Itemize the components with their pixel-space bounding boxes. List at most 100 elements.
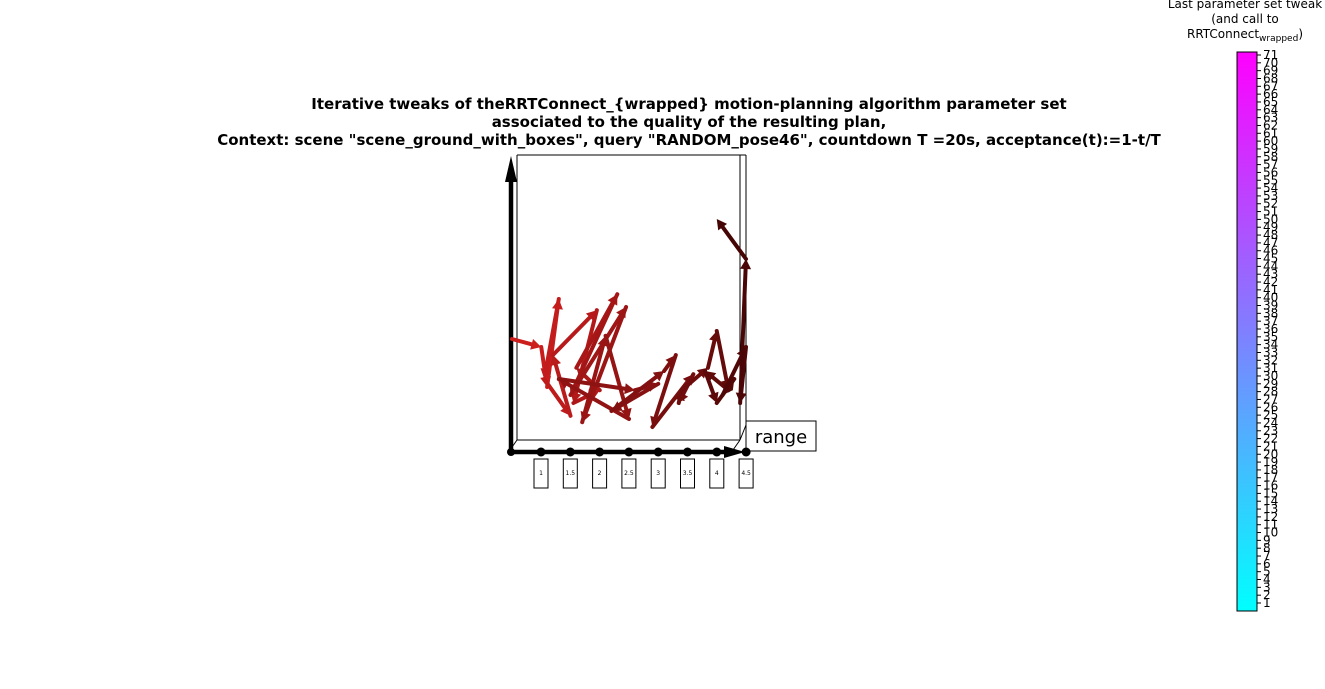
colorbar-tick-label: 27 xyxy=(1263,392,1278,406)
colorbar-tick-label: 34 xyxy=(1263,338,1278,352)
colorbar-tick-label: 18 xyxy=(1263,463,1278,477)
range-tag: range xyxy=(745,420,817,452)
colorbar-tick-label: 5 xyxy=(1263,565,1271,579)
data-arrow xyxy=(550,355,573,418)
colorbar-tick-label: 28 xyxy=(1263,385,1278,399)
colorbar-tick-label: 54 xyxy=(1263,181,1278,195)
title-line-3: Context: scene "scene_ground_with_boxes"… xyxy=(217,131,1161,149)
colorbar-tick-label: 70 xyxy=(1263,56,1278,70)
x-tick-label: 4 xyxy=(715,470,719,477)
colorbar-tick-label: 58 xyxy=(1263,150,1278,164)
colorbar-tick-label: 57 xyxy=(1263,158,1278,172)
colorbar-tick-label: 24 xyxy=(1263,416,1278,430)
colorbar-tick-label: 12 xyxy=(1263,510,1278,524)
colorbar-tick-label: 2 xyxy=(1263,588,1271,602)
colorbar-tick-label: 45 xyxy=(1263,252,1278,266)
colorbar-tick-label: 9 xyxy=(1263,533,1271,547)
title-line-2: associated to the quality of the resulti… xyxy=(491,113,887,131)
data-arrow xyxy=(716,219,748,261)
chart-title: Iterative tweaks of theRRTConnect_{wrapp… xyxy=(0,95,1325,149)
x-tick-label: 1.5 xyxy=(566,470,576,477)
colorbar-tick-label: 66 xyxy=(1263,87,1278,101)
colorbar-tick-label: 4 xyxy=(1263,573,1271,587)
x-tick-label-box xyxy=(621,458,637,489)
colorbar-tick-label: 59 xyxy=(1263,142,1278,156)
colorbar-tick-label: 11 xyxy=(1263,518,1278,532)
data-arrow xyxy=(674,390,685,405)
colorbar-title-main: RRTConnect xyxy=(1187,27,1260,41)
x-tick-label-box xyxy=(709,458,725,489)
x-tick-dot xyxy=(712,447,722,457)
colorbar-tick-label: 22 xyxy=(1263,432,1278,446)
data-arrows xyxy=(510,219,752,429)
x-tick-label: 3 xyxy=(656,470,660,477)
colorbar-tick-label: 32 xyxy=(1263,353,1278,367)
colorbar-tick-label: 30 xyxy=(1263,369,1278,383)
x-tick-dot xyxy=(565,447,575,457)
colorbar-tick-label: 63 xyxy=(1263,111,1278,125)
colorbar-tick-label: 40 xyxy=(1263,291,1278,305)
colorbar-tick-label: 41 xyxy=(1263,283,1278,297)
colorbar-tick-label: 23 xyxy=(1263,424,1278,438)
x-tick-label-box xyxy=(738,458,754,489)
x-tick-dot xyxy=(683,447,692,457)
colorbar-tick-label: 7 xyxy=(1263,549,1271,563)
x-tick-dot xyxy=(741,447,751,457)
colorbar-tick-label: 21 xyxy=(1263,439,1278,453)
z-axis-arrowhead xyxy=(505,156,517,182)
x-tick-label-box xyxy=(562,458,578,489)
x-tick-label: 2.5 xyxy=(624,470,634,477)
axes-box xyxy=(509,154,747,451)
colorbar-tick-label: 51 xyxy=(1263,205,1278,219)
data-arrow xyxy=(703,369,719,403)
axis-origin-dot xyxy=(507,448,515,456)
colorbar-tick-label: 64 xyxy=(1263,103,1278,117)
colorbar-tick-label: 25 xyxy=(1263,408,1278,422)
colorbar-tick-label: 52 xyxy=(1263,197,1278,211)
x-axis-arrowhead xyxy=(724,446,745,458)
x-tick-label-box xyxy=(650,458,666,489)
x-tick-dot xyxy=(536,447,546,457)
colorbar-tick-label: 69 xyxy=(1263,64,1278,78)
data-arrow xyxy=(510,337,542,350)
colorbar-tick-label: 37 xyxy=(1263,314,1278,328)
colorbar-title-line-3: RRTConnectwrapped) xyxy=(1160,27,1325,47)
colorbar-tick-label: 6 xyxy=(1263,557,1271,571)
colorbar-tick-label: 44 xyxy=(1263,259,1278,273)
data-arrow xyxy=(603,333,632,419)
colorbar-title-sub: wrapped xyxy=(1259,34,1299,44)
colorbar-tick-label: 65 xyxy=(1263,95,1278,109)
colorbar-tick-label: 68 xyxy=(1263,71,1278,85)
colorbar-tick-label: 50 xyxy=(1263,212,1278,226)
data-arrow xyxy=(738,259,752,405)
colorbar-title-line-2: (and call to xyxy=(1211,12,1279,26)
x-tick-dot xyxy=(624,447,634,457)
data-arrow xyxy=(609,371,665,413)
colorbar-tick-label: 20 xyxy=(1263,447,1278,461)
x-tick-label: 3.5 xyxy=(683,470,693,477)
colorbar-tick-label: 67 xyxy=(1263,79,1278,93)
axis-arrows xyxy=(505,156,745,458)
colorbar-tick-label: 17 xyxy=(1263,471,1278,485)
x-tick-dot xyxy=(653,447,663,457)
colorbar-tick-label: 53 xyxy=(1263,189,1278,203)
colorbar-tick-label: 33 xyxy=(1263,345,1278,359)
data-arrow xyxy=(556,377,635,395)
colorbar-tick-label: 61 xyxy=(1263,126,1278,140)
title-line-1: Iterative tweaks of theRRTConnect_{wrapp… xyxy=(311,95,1067,113)
colorbar-tick-label: 47 xyxy=(1263,236,1278,250)
colorbar-tick-label: 60 xyxy=(1263,134,1278,148)
colorbar-tick-label: 16 xyxy=(1263,479,1278,493)
data-arrow xyxy=(540,297,561,379)
colorbar-tick-label: 31 xyxy=(1263,361,1278,375)
colorbar-tick-label: 10 xyxy=(1263,526,1278,540)
colorbar-tick-label: 19 xyxy=(1263,455,1278,469)
colorbar xyxy=(1236,51,1258,612)
colorbar-tick-label: 36 xyxy=(1263,322,1278,336)
x-tick-label-box xyxy=(533,458,549,489)
colorbar-title-close: ) xyxy=(1298,27,1303,41)
colorbar-tick-label: 8 xyxy=(1263,541,1271,555)
colorbar-tick-label: 38 xyxy=(1263,306,1278,320)
x-ticks: 1 1.5 2 2.5 3 3.5 4 4.5 xyxy=(533,447,754,489)
